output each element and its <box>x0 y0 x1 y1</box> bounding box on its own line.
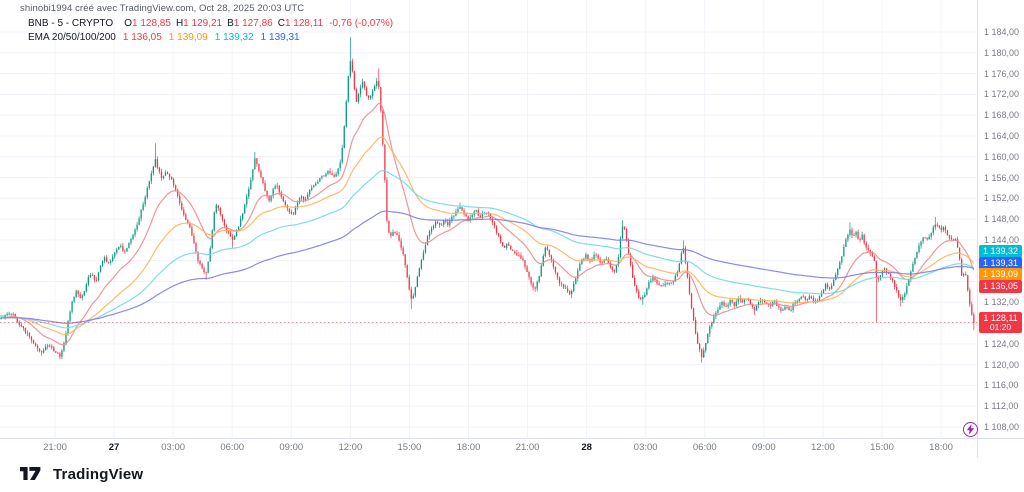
time-axis-label: 15:00 <box>397 442 422 453</box>
price-chart[interactable] <box>0 0 1024 458</box>
price-axis-label: 1 164,00 <box>984 130 1020 141</box>
time-axis-day-label: 27 <box>108 442 120 453</box>
ema-indicator-title: EMA 20/50/100/200 <box>28 32 116 43</box>
symbol-title: BNB - 5 - CRYPTO <box>28 18 114 29</box>
ema200-value: 1 139,31 <box>260 32 300 43</box>
time-axis-day-label: 28 <box>581 442 592 453</box>
time-axis-label: 03:00 <box>633 442 658 453</box>
price-axis-label: 1 124,00 <box>984 338 1020 349</box>
price-axis-label: 1 148,00 <box>984 214 1020 225</box>
time-axis-label: 06:00 <box>220 442 245 453</box>
low-value: B1 127,86 <box>227 18 273 29</box>
chart-legend: BNB - 5 - CRYPTO O1 128,85 H1 129,21 B1 127… <box>28 17 393 45</box>
time-axis-border <box>0 438 1024 439</box>
ema-price-badge: 1 139,09 <box>979 268 1022 281</box>
ema-50-line <box>1 136 975 335</box>
price-axis-border <box>977 0 978 458</box>
time-axis-label: 18:00 <box>929 442 953 453</box>
time-axis-label: 12:00 <box>338 442 363 453</box>
ema100-value: 1 139,32 <box>214 32 254 43</box>
ema-price-badge: 1 139,32 <box>979 245 1022 258</box>
price-axis-label: 1 132,00 <box>984 297 1020 308</box>
footer: TradingView <box>20 464 143 484</box>
time-axis-label: 06:00 <box>692 442 717 453</box>
last-price-badge: 1 128,11 01:20 <box>979 312 1022 334</box>
change-value: -0,76 (-0,07%) <box>329 18 394 29</box>
time-axis-label: 09:00 <box>751 442 776 453</box>
time-axis-label: 12:00 <box>811 442 835 453</box>
price-axis-label: 1 180,00 <box>984 47 1020 58</box>
close-value: C1 128,11 <box>277 18 324 29</box>
realtime-data-icon[interactable] <box>963 422 978 437</box>
price-axis-label: 1 160,00 <box>984 151 1020 162</box>
symbol-legend-row: BNB - 5 - CRYPTO O1 128,85 H1 129,21 B1 127… <box>28 17 393 31</box>
time-axis-label: 18:00 <box>456 442 481 453</box>
price-axis-label: 1 144,00 <box>984 234 1020 245</box>
price-axis-label: 1 116,00 <box>984 380 1019 391</box>
price-axis-label: 1 112,00 <box>984 401 1019 412</box>
price-axis-label: 1 184,00 <box>984 27 1020 37</box>
price-axis-label: 1 152,00 <box>984 193 1020 204</box>
price-axis-label: 1 172,00 <box>984 89 1020 100</box>
ema-legend-row: EMA 20/50/100/200 1 136,05 1 139,09 1 139,3… <box>28 31 393 45</box>
open-value: O1 128,85 <box>124 18 171 29</box>
bar-countdown: 01:20 <box>989 322 1012 333</box>
chart-attribution: shinobi1994 créé avec TradingView.com, O… <box>20 3 305 14</box>
tradingview-logo-text[interactable]: TradingView <box>53 465 144 483</box>
ema-100-line <box>1 169 975 329</box>
ema-price-badge: 1 139,31 <box>979 256 1022 270</box>
ema-200-line <box>1 210 974 324</box>
time-axis-label: 21:00 <box>515 442 540 453</box>
ema-20-line <box>1 102 975 346</box>
price-axis-label: 1 108,00 <box>984 421 1020 432</box>
last-price-value: 1 128,11 <box>983 313 1018 324</box>
time-axis-label: 15:00 <box>870 442 894 453</box>
price-axis-label: 1 120,00 <box>984 359 1020 370</box>
ema50-value: 1 139,09 <box>168 32 208 43</box>
ema-price-badge: 1 136,05 <box>979 279 1022 293</box>
price-axis-label: 1 176,00 <box>984 68 1020 79</box>
time-axis-label: 21:00 <box>43 442 67 453</box>
candles-layer <box>0 37 975 363</box>
price-axis-label: 1 168,00 <box>984 110 1020 121</box>
price-axis-label: 1 156,00 <box>984 172 1020 183</box>
ema20-value: 1 136,05 <box>122 32 162 43</box>
time-axis-label: 09:00 <box>279 442 304 453</box>
time-axis-label: 03:00 <box>161 442 186 453</box>
tradingview-logo-icon[interactable] <box>20 467 47 481</box>
high-value: H1 129,21 <box>175 18 223 29</box>
